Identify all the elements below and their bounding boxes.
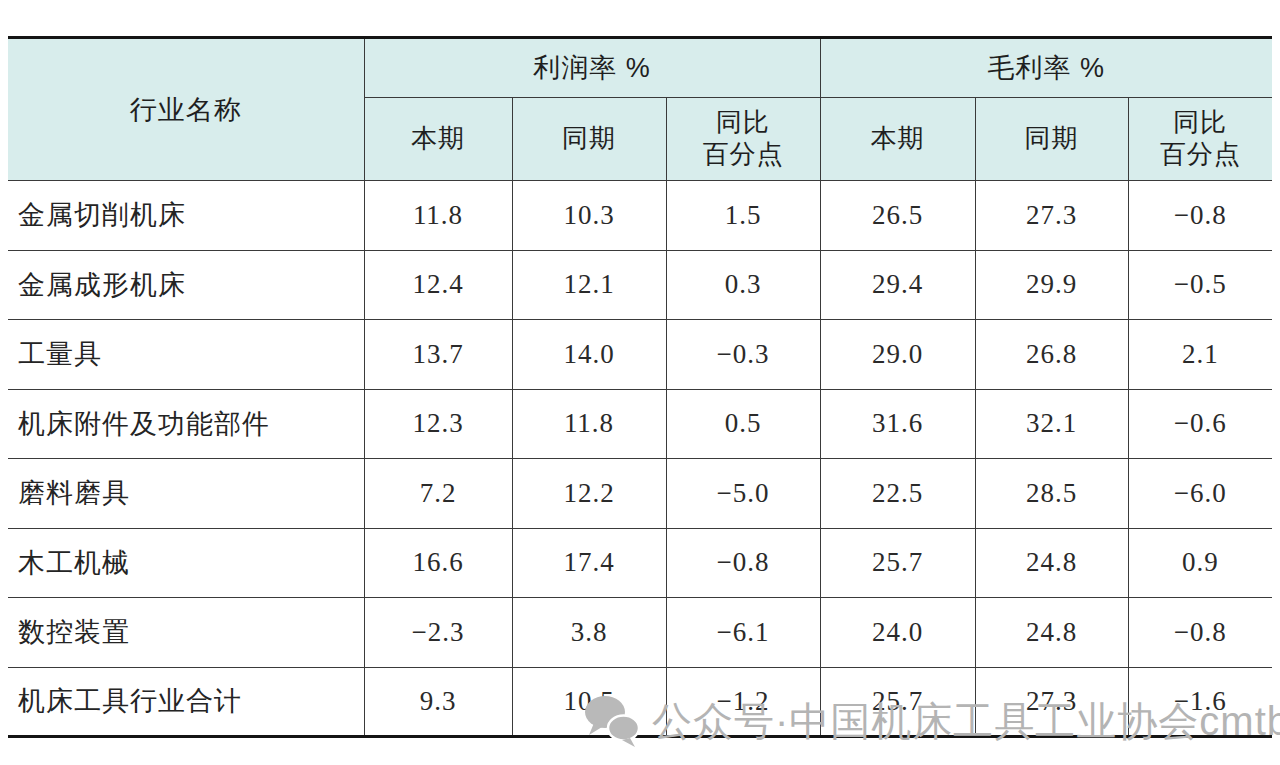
value-cell: 0.3 (666, 250, 820, 320)
table-row: 机床工具行业合计 9.3 10.5 −1.2 25.7 27.3 −1.6 (8, 667, 1272, 737)
value-cell: −1.2 (666, 667, 820, 737)
header-group-gross-margin: 毛利率 % (820, 38, 1272, 98)
header-profit-current: 本期 (364, 98, 512, 181)
table-row: 数控装置 −2.3 3.8 −6.1 24.0 24.8 −0.8 (8, 598, 1272, 668)
value-cell: 11.8 (512, 389, 666, 459)
industry-name-cell: 木工机械 (8, 528, 364, 598)
value-cell: 14.0 (512, 320, 666, 390)
value-cell: 17.4 (512, 528, 666, 598)
value-cell: 25.7 (820, 528, 975, 598)
value-cell: 26.5 (820, 181, 975, 251)
value-cell: 11.8 (364, 181, 512, 251)
value-cell: 12.4 (364, 250, 512, 320)
value-cell: −0.6 (1128, 389, 1272, 459)
value-cell: 28.5 (975, 459, 1128, 529)
value-cell: 0.5 (666, 389, 820, 459)
value-cell: 7.2 (364, 459, 512, 529)
value-cell: 13.7 (364, 320, 512, 390)
table-body: 金属切削机床 11.8 10.3 1.5 26.5 27.3 −0.8 金属成形… (8, 181, 1272, 737)
value-cell: 27.3 (975, 667, 1128, 737)
value-cell: 31.6 (820, 389, 975, 459)
value-cell: 9.3 (364, 667, 512, 737)
industry-profit-table: 行业名称 利润率 % 毛利率 % 本期 同期 同比 百分点 本期 同期 同比 百… (8, 36, 1272, 738)
value-cell: 22.5 (820, 459, 975, 529)
industry-name-cell: 机床工具行业合计 (8, 667, 364, 737)
table-row: 工量具 13.7 14.0 −0.3 29.0 26.8 2.1 (8, 320, 1272, 390)
value-cell: 16.6 (364, 528, 512, 598)
table-row: 金属切削机床 11.8 10.3 1.5 26.5 27.3 −0.8 (8, 181, 1272, 251)
header-industry-name: 行业名称 (8, 38, 364, 181)
value-cell: −0.8 (1128, 181, 1272, 251)
industry-name-cell: 机床附件及功能部件 (8, 389, 364, 459)
header-profit-prior: 同期 (512, 98, 666, 181)
header-profit-yoy-pp: 同比 百分点 (666, 98, 820, 181)
value-cell: 32.1 (975, 389, 1128, 459)
value-cell: 12.3 (364, 389, 512, 459)
value-cell: −0.3 (666, 320, 820, 390)
value-cell: 10.3 (512, 181, 666, 251)
value-cell: 26.8 (975, 320, 1128, 390)
value-cell: −2.3 (364, 598, 512, 668)
value-cell: 0.9 (1128, 528, 1272, 598)
value-cell: −6.1 (666, 598, 820, 668)
industry-name-cell: 工量具 (8, 320, 364, 390)
header-gross-current: 本期 (820, 98, 975, 181)
value-cell: −5.0 (666, 459, 820, 529)
table-row: 机床附件及功能部件 12.3 11.8 0.5 31.6 32.1 −0.6 (8, 389, 1272, 459)
value-cell: 24.8 (975, 598, 1128, 668)
value-cell: 29.4 (820, 250, 975, 320)
value-cell: 2.1 (1128, 320, 1272, 390)
header-gross-yoy-pp: 同比 百分点 (1128, 98, 1272, 181)
industry-name-cell: 数控装置 (8, 598, 364, 668)
value-cell: −0.8 (666, 528, 820, 598)
value-cell: −1.6 (1128, 667, 1272, 737)
table-header: 行业名称 利润率 % 毛利率 % 本期 同期 同比 百分点 本期 同期 同比 百… (8, 38, 1272, 181)
table-row: 金属成形机床 12.4 12.1 0.3 29.4 29.9 −0.5 (8, 250, 1272, 320)
industry-name-cell: 金属成形机床 (8, 250, 364, 320)
value-cell: 12.1 (512, 250, 666, 320)
value-cell: 10.5 (512, 667, 666, 737)
header-gross-prior: 同期 (975, 98, 1128, 181)
value-cell: 12.2 (512, 459, 666, 529)
industry-name-cell: 磨料磨具 (8, 459, 364, 529)
value-cell: 29.0 (820, 320, 975, 390)
value-cell: −6.0 (1128, 459, 1272, 529)
industry-name-cell: 金属切削机床 (8, 181, 364, 251)
value-cell: 24.8 (975, 528, 1128, 598)
value-cell: 24.0 (820, 598, 975, 668)
value-cell: −0.8 (1128, 598, 1272, 668)
page: 行业名称 利润率 % 毛利率 % 本期 同期 同比 百分点 本期 同期 同比 百… (0, 0, 1280, 765)
value-cell: 25.7 (820, 667, 975, 737)
table-row: 木工机械 16.6 17.4 −0.8 25.7 24.8 0.9 (8, 528, 1272, 598)
value-cell: 27.3 (975, 181, 1128, 251)
header-group-row: 行业名称 利润率 % 毛利率 % (8, 38, 1272, 98)
header-group-profit-rate: 利润率 % (364, 38, 820, 98)
value-cell: −0.5 (1128, 250, 1272, 320)
value-cell: 1.5 (666, 181, 820, 251)
value-cell: 3.8 (512, 598, 666, 668)
value-cell: 29.9 (975, 250, 1128, 320)
table-row: 磨料磨具 7.2 12.2 −5.0 22.5 28.5 −6.0 (8, 459, 1272, 529)
